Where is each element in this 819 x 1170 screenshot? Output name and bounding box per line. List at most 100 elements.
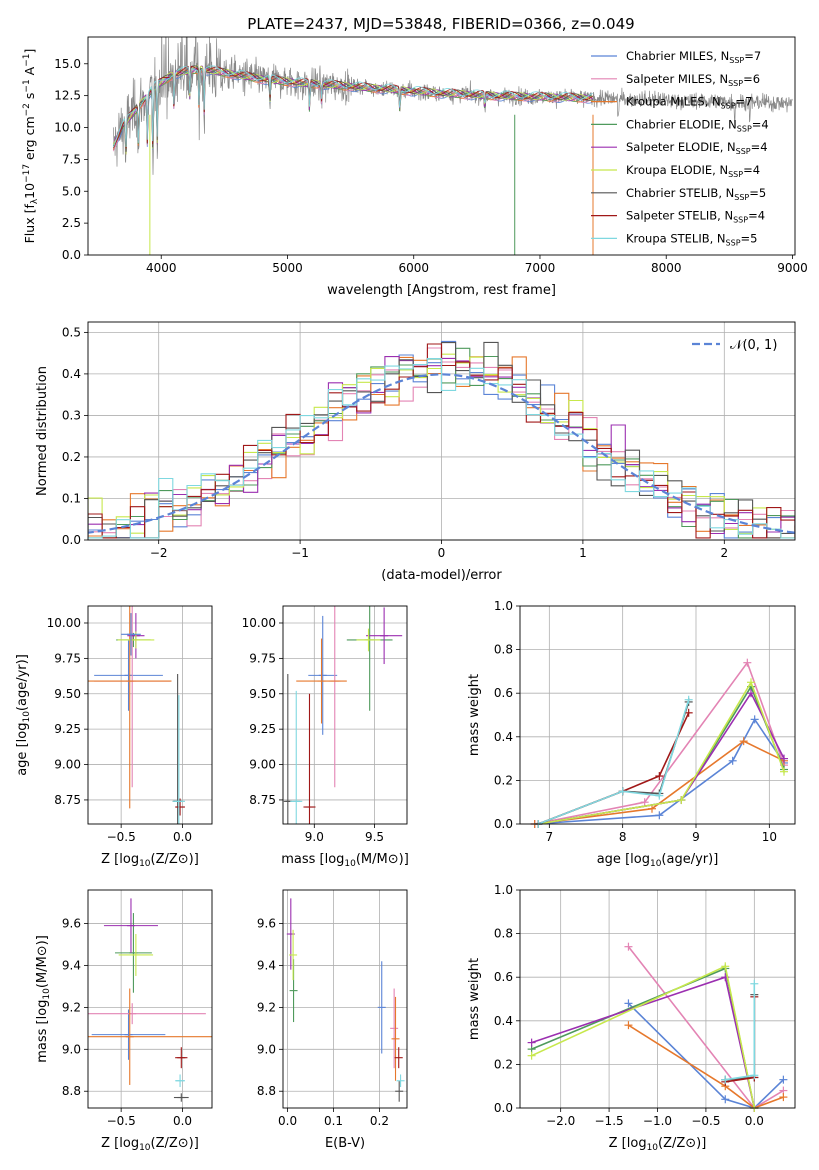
y-tick-label: 9.50 (249, 687, 276, 701)
data-point (175, 1074, 185, 1088)
series-salpeter-miles (530, 658, 788, 828)
panel-z-mass: −0.5 0.0 8.8 9.0 9.2 9.4 9.6 Z [log10(Z/Z⊙)] mas… (35, 889, 213, 1153)
spectrum-model-line (112, 65, 593, 155)
panel-ebv-mass: 0.0 0.1 0.2 8.8 9.0 9.2 9.4 9.6 E(B-V) (257, 889, 408, 1151)
y-axis-label: mass weight (467, 958, 482, 1040)
data-point (356, 628, 381, 652)
x-axis-label: Z [log10(Z/Z⊙)] (101, 852, 199, 869)
axes-frame (87, 321, 796, 541)
y-tick-label: 9.6 (257, 917, 276, 931)
x-tick-label: −1 (291, 546, 309, 560)
axes-frame (282, 605, 408, 825)
axes-frame (87, 889, 213, 1109)
y-tick-label: 0.6 (494, 686, 513, 700)
y-tick-label: 10.0 (54, 121, 81, 135)
x-tick-label: 7000 (525, 261, 556, 275)
legend-label: Salpeter STELIB, NSSP=4 (626, 209, 765, 225)
spectrum-legend: Chabrier MILES, NSSP=7 Salpeter MILES, NS… (591, 49, 769, 247)
x-tick-label: 7 (546, 830, 554, 844)
data-point (395, 1080, 404, 1102)
spectrum-model-line (112, 65, 593, 148)
y-tick-label: 0.4 (62, 367, 81, 381)
y-tick-label: 0.8 (494, 927, 513, 941)
y-tick-label: 0.2 (494, 773, 513, 787)
y-tick-label: 0.0 (62, 248, 81, 262)
data-point (91, 1009, 166, 1060)
x-tick-label: −1.0 (643, 1114, 672, 1128)
data-point (290, 690, 303, 824)
y-tick-label: 8.8 (62, 1084, 81, 1098)
errorbars (88, 898, 212, 1102)
x-axis-label: wavelength [Angstrom, rest frame] (327, 283, 556, 298)
legend-label: Salpeter MILES, NSSP=6 (626, 72, 760, 88)
x-tick-label: 9 (692, 830, 700, 844)
legend-label: Kroupa MILES, NSSP=7 (626, 95, 752, 111)
axes-frame (87, 605, 213, 825)
legend-label: Kroupa STELIB, NSSP=5 (626, 231, 757, 247)
data-point (296, 638, 347, 724)
series-line (538, 680, 785, 825)
y-tick-label: 9.50 (54, 687, 81, 701)
x-tick-label: −0.5 (107, 830, 136, 844)
x-tick-label: 8000 (651, 261, 682, 275)
y-tick-label: 0.0 (494, 1101, 513, 1115)
axes-frame (519, 605, 796, 825)
y-tick-label: 9.00 (54, 758, 81, 772)
data-point (118, 934, 154, 976)
legend-label: Chabrier ELODIE, NSSP=4 (626, 117, 769, 133)
data-point (88, 606, 172, 809)
x-tick-label: 9.5 (365, 830, 384, 844)
legend-label: Chabrier MILES, NSSP=7 (626, 49, 761, 65)
data-point (303, 693, 316, 824)
y-tick-label: 0.3 (62, 408, 81, 422)
y-tick-label: 0.1 (62, 491, 81, 505)
errorbars (286, 898, 405, 1102)
x-tick-label: −0.5 (107, 1114, 136, 1128)
y-tick-label: 7.5 (62, 152, 81, 166)
data-point (366, 607, 403, 665)
y-tick-label: 0.2 (62, 450, 81, 464)
panel-spectrum: 4000 5000 6000 7000 8000 9000 0.0 2.5 5.0 7.5 10.0… (22, 36, 808, 298)
x-tick-label: 8 (619, 830, 627, 844)
panel-age-weight: 7 8 9 10 0.0 0.2 0.4 0.6 0.8 1.0 age [log10(age/yr… (467, 599, 796, 869)
x-tick-label: 0.0 (745, 1114, 764, 1128)
x-tick-label: 1 (579, 546, 587, 560)
data-point (103, 898, 158, 953)
data-point (172, 695, 185, 824)
x-tick-label: −0.5 (691, 1114, 720, 1128)
y-tick-label: 9.4 (257, 958, 276, 972)
histogram-step-line (88, 343, 795, 539)
spectrum-model-line (112, 65, 593, 149)
x-tick-label: 10 (762, 830, 777, 844)
y-tick-label: 8.8 (257, 1084, 276, 1098)
x-axis-label: (data-model)/error (381, 568, 502, 583)
data-point (377, 961, 386, 1054)
errorbars (88, 606, 185, 824)
x-tick-label: 0.0 (278, 1114, 297, 1128)
x-tick-label: 0.2 (370, 1114, 389, 1128)
spectrum-model-line (112, 65, 593, 152)
data-point (390, 988, 399, 1069)
data-point (121, 613, 141, 656)
y-axis-label: Normed distribution (35, 366, 50, 496)
legend-label: Kroupa ELODIE, NSSP=4 (626, 163, 760, 179)
spectrum-model-line (112, 69, 593, 152)
x-axis-label: mass [log10(M/M⊙)] (281, 852, 409, 869)
panel-mass-age: 9.0 9.5 8.75 9.00 9.25 9.50 9.75 10.00 mass [log… (242, 605, 409, 869)
y-axis-label: age [log10(age/yr)] (15, 654, 32, 776)
y-axis-label: Flux [fλ10−17 erg cm−2 s−1 A−1] (22, 49, 40, 244)
histogram-step-line (88, 358, 795, 539)
y-tick-label: 9.0 (62, 1042, 81, 1056)
x-tick-label: 6000 (398, 261, 429, 275)
y-tick-label: 0.5 (62, 325, 81, 339)
legend-label: Chabrier STELIB, NSSP=5 (626, 186, 766, 202)
y-tick-label: 12.5 (54, 89, 81, 103)
y-axis-label: mass weight (467, 674, 482, 756)
x-axis-label: Z [log10(Z/Z⊙)] (101, 1136, 199, 1153)
series-line (627, 1002, 784, 1109)
y-tick-label: 2.5 (62, 216, 81, 230)
panel-z-age: −0.5 0.0 8.75 9.00 9.25 9.50 9.75 10.00 Z [log10… (15, 605, 213, 869)
normal-curve (88, 373, 795, 534)
spectrum-data-line (112, 37, 793, 175)
